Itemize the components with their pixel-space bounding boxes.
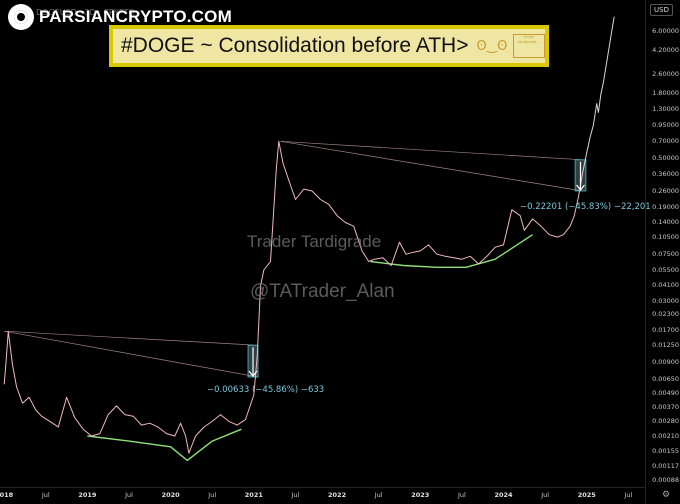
y-tick-label: 0.00280 — [652, 417, 679, 426]
price-axis[interactable]: 6.00000 4.20000 2.60000 1.80000 1.30000 0.950… — [645, 0, 680, 503]
trendline-4 — [280, 140, 583, 192]
y-tick-label: 0.00117 — [652, 461, 679, 470]
x-tick-label: 2021 — [244, 491, 263, 499]
y-tick-label: 0.36000 — [652, 170, 679, 179]
projection-line — [582, 16, 615, 174]
x-tick-label: 2024 — [494, 491, 513, 499]
x-tick-label: 2025 — [577, 491, 596, 499]
y-tick-label: 0.01250 — [652, 341, 679, 350]
title-banner: #DOGE ~ Consolidation before ATH> ʘ‿ʘ tr… — [109, 25, 549, 67]
y-tick-label: 0.00650 — [652, 374, 679, 383]
y-tick-label: 0.19000 — [652, 202, 679, 211]
rounding-bottom-curve-2 — [370, 234, 533, 268]
x-tick-label: 2022 — [328, 491, 347, 499]
y-tick-label: 0.70000 — [652, 136, 679, 145]
trendline-2 — [4, 330, 259, 378]
x-tick-label: Jul — [374, 491, 383, 499]
trendline-1 — [4, 330, 259, 346]
y-tick-label: 0.01700 — [652, 325, 679, 334]
x-tick-label: 2018 — [0, 491, 14, 499]
y-tick-label: 0.50000 — [652, 153, 679, 162]
y-tick-label: 0.00155 — [652, 447, 679, 456]
y-tick-label: 0.26000 — [652, 186, 679, 195]
author-watermark: Trader Tardigrade — [247, 232, 382, 251]
y-tick-label: 0.00370 — [652, 403, 679, 412]
symbol-info: DOGEUSD · 3D · CRYPTO — [36, 8, 135, 17]
y-tick-label: 6.00000 — [652, 27, 679, 36]
x-tick-label: Jul — [291, 491, 300, 499]
handle-watermark: @TATrader_Alan — [250, 281, 395, 302]
y-tick-label: 0.03000 — [652, 296, 679, 305]
measure-arrow-head-2 — [576, 184, 585, 191]
x-tick-label: Jul — [208, 491, 217, 499]
currency-unit-button[interactable]: USD — [650, 4, 673, 16]
site-logo: PARSIANCRYPTO.COM — [8, 4, 232, 30]
x-tick-label: Jul — [457, 491, 466, 499]
y-tick-label: 0.07500 — [652, 250, 679, 259]
banner-title: #DOGE ~ Consolidation before ATH> — [121, 34, 469, 57]
y-tick-label: 4.20000 — [652, 45, 679, 54]
trendline-3 — [280, 140, 583, 161]
x-tick-label: Jul — [41, 491, 50, 499]
x-tick-label: Jul — [624, 491, 633, 499]
y-tick-label: 0.00210 — [652, 432, 679, 440]
y-tick-label: 0.00088 — [652, 476, 679, 485]
y-tick-label: 0.05500 — [652, 265, 679, 274]
price-line — [3, 140, 584, 454]
rounding-bottom-curve-1 — [87, 428, 242, 462]
y-tick-label: 1.30000 — [652, 105, 679, 114]
y-tick-label: 0.04100 — [652, 280, 679, 289]
price-series — [3, 16, 615, 454]
y-tick-label: 1.80000 — [652, 88, 679, 97]
y-tick-label: 0.14000 — [652, 218, 679, 227]
tardigrade-emblem-icon: ʘ‿ʘ — [476, 38, 508, 54]
measure-arrow-head-1 — [248, 370, 258, 377]
rounding-bottom-curves — [87, 234, 533, 462]
site-name: PARSIANCRYPTO.COM — [39, 7, 232, 26]
y-tick-label: 2.60000 — [652, 69, 679, 78]
measure-label-2021: −0.00633 (−45.86%) −633 — [207, 385, 325, 395]
x-tick-label: 2020 — [161, 491, 180, 499]
x-tick-label: Jul — [541, 491, 550, 499]
gear-icon[interactable]: ⚙ — [662, 490, 671, 500]
y-tick-label: 0.02300 — [652, 310, 679, 319]
banner-stamp: trader tardigrade ... — [513, 34, 545, 58]
price-chart[interactable] — [0, 0, 645, 487]
time-axis[interactable]: 2018 Jul 2019 Jul 2020 Jul 2021 Jul 2022 Jul 2023 J… — [0, 487, 645, 504]
x-tick-label: Jul — [125, 491, 133, 499]
y-tick-label: 0.10500 — [652, 233, 679, 242]
chart-background — [0, 0, 645, 487]
x-tick-label: 2023 — [411, 491, 430, 499]
measure-label-2024: −0.22201 (−45.83%) −22,201 — [520, 202, 651, 212]
x-tick-label: 2019 — [78, 491, 97, 499]
y-tick-label: 0.00900 — [652, 358, 679, 366]
measure-arrows — [248, 161, 585, 377]
logo-mark-icon — [8, 4, 34, 30]
y-tick-label: 0.95000 — [652, 121, 679, 130]
y-tick-label: 0.00490 — [652, 388, 679, 397]
trendlines — [4, 140, 583, 378]
